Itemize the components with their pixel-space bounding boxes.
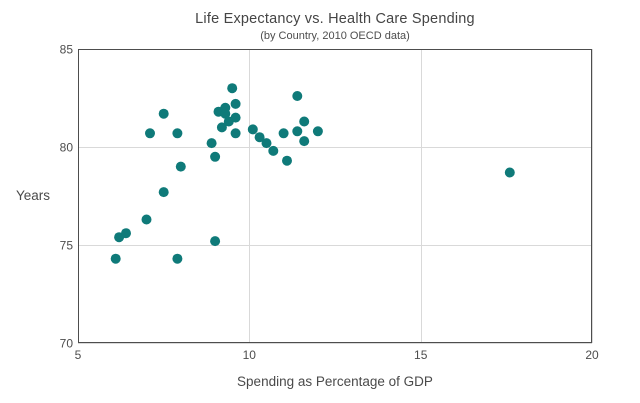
y-tick-label: 85 — [60, 43, 74, 57]
chart-subtitle: (by Country, 2010 OECD data) — [260, 30, 410, 42]
data-point — [220, 102, 231, 113]
data-point — [254, 132, 265, 143]
data-point — [230, 112, 241, 123]
data-point — [247, 124, 258, 135]
x-tick-label: 10 — [243, 348, 257, 362]
x-tick-label: 15 — [414, 348, 428, 362]
data-point — [145, 128, 155, 139]
data-point — [268, 145, 279, 156]
data-point — [230, 98, 241, 109]
data-point — [158, 108, 169, 119]
data-point — [172, 253, 183, 264]
data-point — [292, 91, 303, 101]
data-point — [230, 128, 241, 139]
chart-title: Life Expectancy vs. Health Care Spending — [195, 11, 475, 27]
data-point — [299, 136, 310, 147]
y-tick-label: 75 — [60, 239, 74, 253]
plot-border — [78, 49, 592, 343]
data-point — [121, 228, 131, 239]
data-point — [110, 253, 121, 264]
y-axis-label: Years — [16, 188, 51, 203]
x-axis-label: Spending as Percentage of GDP — [237, 374, 433, 389]
data-point — [172, 128, 183, 139]
data-point — [278, 128, 289, 139]
data-point — [206, 138, 217, 149]
data-point — [299, 116, 310, 127]
data-point — [227, 83, 238, 94]
data-point — [210, 151, 221, 162]
data-point — [504, 167, 515, 178]
data-point — [216, 122, 227, 133]
data-point — [141, 214, 152, 225]
y-tick-label: 70 — [60, 337, 74, 351]
data-point — [312, 126, 323, 137]
data-point — [261, 138, 272, 149]
data-point — [175, 161, 186, 172]
data-point — [292, 126, 303, 137]
data-point — [282, 155, 292, 166]
data-point — [210, 236, 221, 247]
x-tick-label: 20 — [585, 348, 599, 362]
data-point — [158, 187, 169, 198]
x-tick-label: 5 — [75, 348, 82, 362]
y-tick-label: 80 — [60, 141, 74, 155]
